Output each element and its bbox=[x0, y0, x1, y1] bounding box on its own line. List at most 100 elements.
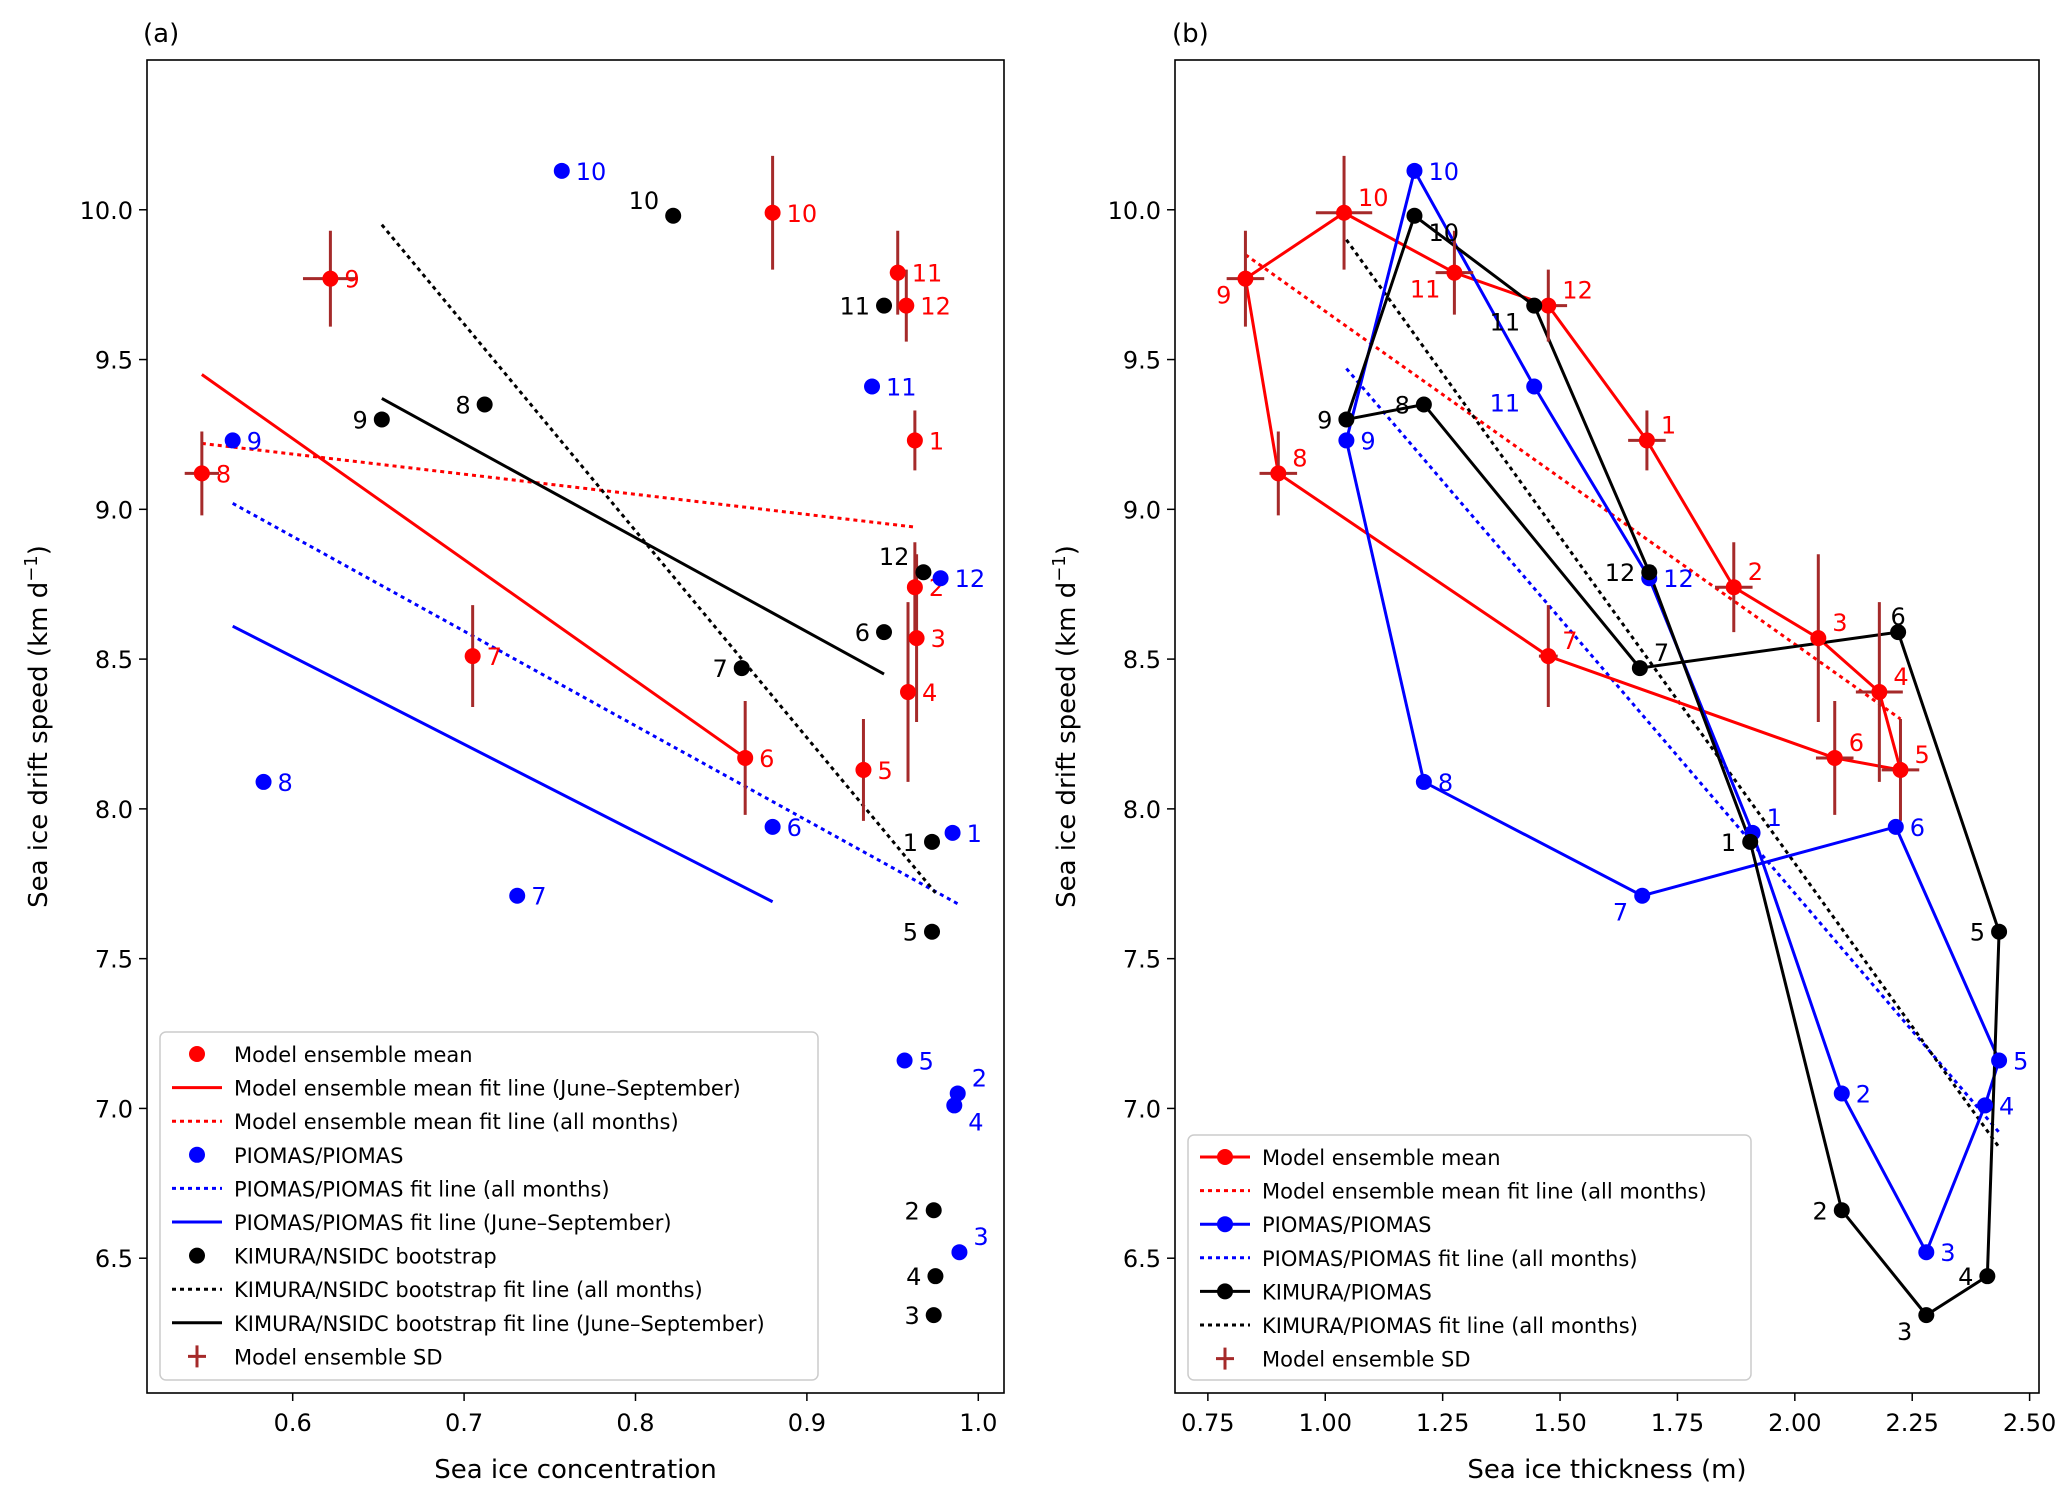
point-label-model-b: 4 bbox=[1893, 663, 1908, 691]
point-model-b bbox=[1725, 579, 1742, 596]
point-piomas-a bbox=[944, 824, 961, 841]
point-kimura-a bbox=[876, 624, 893, 641]
y-tick-label-b: 8.0 bbox=[1123, 796, 1161, 824]
legend-b: Model ensemble mean Model ensemble mean f… bbox=[1187, 1134, 1752, 1381]
legend-marker-a bbox=[189, 1046, 205, 1062]
point-label-piomas-a: 8 bbox=[278, 769, 293, 797]
legend-label-b: Model ensemble SD bbox=[1262, 1348, 1471, 1372]
point-label-model-b: 2 bbox=[1748, 558, 1763, 586]
point-kimura-b bbox=[1631, 660, 1648, 677]
point-label-model-b: 6 bbox=[1849, 729, 1864, 757]
point-label-model-a: 9 bbox=[344, 266, 359, 294]
point-kimura-b bbox=[1991, 923, 2008, 940]
legend-label-a: Model ensemble SD bbox=[234, 1345, 443, 1369]
legend-label-a: PIOMAS/PIOMAS fit line (all months) bbox=[234, 1177, 610, 1201]
point-kimura-a bbox=[927, 1268, 944, 1285]
point-model-a bbox=[906, 432, 923, 449]
y-tick-label-a: 9.0 bbox=[95, 496, 133, 524]
point-piomas-a bbox=[932, 570, 949, 587]
point-kimura-b bbox=[1890, 624, 1907, 641]
point-kimura-a bbox=[924, 833, 941, 850]
point-label-piomas-a: 7 bbox=[531, 883, 546, 911]
axes-frame-a bbox=[146, 59, 1005, 1394]
x-tick-label-a: 0.9 bbox=[788, 1409, 826, 1437]
legend-marker-b bbox=[1217, 1216, 1233, 1233]
y-tick-label-a: 10.0 bbox=[80, 197, 133, 225]
point-label-kimura-b: 1 bbox=[1721, 829, 1736, 857]
point-label-kimura-b: 9 bbox=[1317, 406, 1332, 434]
point-label-kimura-a: 3 bbox=[904, 1302, 919, 1330]
point-model-b bbox=[1446, 264, 1463, 281]
axes-frame-b bbox=[1174, 59, 2040, 1394]
point-piomas-b bbox=[1634, 887, 1651, 904]
y-tick-label-a: 6.5 bbox=[95, 1245, 133, 1273]
x-tick-label-b: 1.75 bbox=[1651, 1409, 1704, 1437]
y-tick-label-b: 9.5 bbox=[1123, 347, 1161, 375]
point-label-kimura-a: 9 bbox=[353, 406, 368, 434]
legend-label-a: Model ensemble mean fit line (June–Septe… bbox=[234, 1077, 741, 1101]
point-label-model-b: 7 bbox=[1562, 627, 1577, 655]
y-tick-label-b: 10.0 bbox=[1108, 197, 1161, 225]
point-label-model-b: 3 bbox=[1832, 609, 1847, 637]
point-piomas-a bbox=[224, 432, 241, 449]
x-tick-label-b: 1.50 bbox=[1533, 1409, 1586, 1437]
point-kimura-a bbox=[915, 564, 932, 581]
point-piomas-b bbox=[1526, 378, 1543, 395]
point-model-b bbox=[1540, 297, 1557, 314]
y-tick-label-a: 7.5 bbox=[95, 946, 133, 974]
y-axis-label-sup-b: −1 bbox=[1049, 555, 1070, 582]
x-tick-label-b: 2.50 bbox=[2003, 1409, 2056, 1437]
point-label-model-b: 12 bbox=[1562, 277, 1593, 305]
point-piomas-a bbox=[951, 1244, 968, 1261]
legend-box-b bbox=[1187, 1134, 1752, 1381]
legend-label-b: PIOMAS/PIOMAS fit line (all months) bbox=[1262, 1247, 1638, 1271]
legend-marker-a bbox=[189, 1247, 205, 1264]
point-label-model-b: 9 bbox=[1216, 282, 1231, 310]
point-kimura-b bbox=[1406, 207, 1423, 224]
y-axis-label-sup-a: −1 bbox=[21, 555, 42, 582]
y-axis-label-text-a: Sea ice drift speed (km d bbox=[24, 582, 54, 908]
point-piomas-b bbox=[1833, 1085, 1850, 1102]
point-label-piomas-b: 8 bbox=[1438, 769, 1453, 797]
point-label-model-b: 10 bbox=[1358, 184, 1389, 212]
point-label-model-b: 5 bbox=[1914, 741, 1929, 769]
y-axis-label-end-b: ) bbox=[1052, 545, 1082, 555]
point-model-a bbox=[898, 297, 915, 314]
point-label-kimura-b: 10 bbox=[1428, 219, 1459, 247]
legend-label-b: Model ensemble mean fit line (all months… bbox=[1262, 1180, 1707, 1204]
fit-line-a bbox=[381, 397, 885, 676]
x-tick-label-a: 0.6 bbox=[274, 1409, 312, 1437]
point-label-kimura-b: 6 bbox=[1890, 603, 1905, 631]
point-model-b bbox=[1638, 432, 1655, 449]
point-model-a bbox=[908, 630, 925, 647]
legend-label-a: KIMURA/NSIDC bootstrap bbox=[234, 1245, 497, 1269]
y-tick-label-b: 9.0 bbox=[1123, 496, 1161, 524]
y-tick-label-b: 6.5 bbox=[1123, 1245, 1161, 1273]
point-kimura-b bbox=[1918, 1307, 1935, 1324]
point-model-a bbox=[900, 684, 917, 701]
point-label-kimura-b: 5 bbox=[1970, 919, 1985, 947]
point-label-piomas-b: 4 bbox=[1999, 1092, 2014, 1120]
x-axis-label-b: Sea ice thickness (m) bbox=[1467, 1455, 1746, 1485]
point-label-kimura-a: 2 bbox=[904, 1197, 919, 1225]
point-model-b bbox=[1892, 761, 1909, 778]
point-model-b bbox=[1336, 204, 1353, 221]
point-model-a bbox=[906, 579, 923, 596]
point-label-kimura-b: 12 bbox=[1605, 559, 1636, 587]
legend-label-b: PIOMAS/PIOMAS bbox=[1262, 1213, 1431, 1237]
point-label-kimura-a: 6 bbox=[855, 619, 870, 647]
point-label-piomas-a: 11 bbox=[886, 374, 917, 402]
fit-line-b bbox=[1244, 253, 1902, 721]
x-tick-label-b: 1.00 bbox=[1299, 1409, 1352, 1437]
point-piomas-b bbox=[1991, 1052, 2008, 1069]
y-tick-label-b: 8.5 bbox=[1123, 646, 1161, 674]
point-kimura-b bbox=[1742, 833, 1759, 850]
legend-marker-a bbox=[189, 1146, 205, 1163]
point-kimura-a bbox=[925, 1307, 942, 1324]
point-label-model-a: 8 bbox=[216, 460, 231, 488]
y-axis-label-text-b: Sea ice drift speed (km d bbox=[1052, 582, 1082, 908]
point-piomas-b bbox=[1415, 773, 1432, 790]
fit-line-a bbox=[232, 624, 774, 904]
point-label-kimura-b: 4 bbox=[1958, 1263, 1973, 1291]
point-label-piomas-a: 4 bbox=[968, 1108, 983, 1136]
